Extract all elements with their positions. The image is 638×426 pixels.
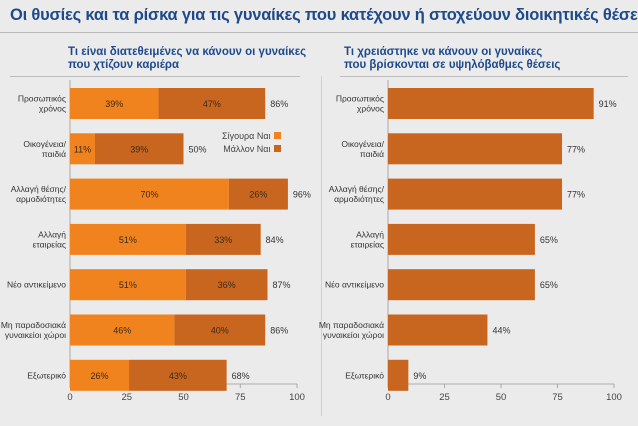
legend-label-probably-yes: Μάλλον Ναι <box>223 143 271 154</box>
right-category-label-6: Εξωτερικό <box>345 370 384 380</box>
left-total-label-1: 50% <box>189 144 207 154</box>
left-x-tick-label-1: 25 <box>121 392 132 403</box>
left-bar-label-0-series-1: 47% <box>203 99 221 109</box>
left-bar-label-5-series-1: 40% <box>211 326 229 336</box>
left-total-label-4: 87% <box>272 280 290 290</box>
right-x-tick-label-1: 25 <box>439 392 450 403</box>
right-category-label-0: Προσωπικός χρόνος <box>336 94 384 114</box>
left-category-label-5: Μη παραδοσιακά γυναικείοι χώροι <box>1 320 66 340</box>
right-bar-2 <box>388 178 563 210</box>
right-bar-4 <box>388 269 535 301</box>
right-bar-label-0: 91% <box>599 99 617 109</box>
right-bar-1 <box>388 133 563 165</box>
left-total-label-6: 68% <box>232 371 250 381</box>
right-bar-3 <box>388 223 535 255</box>
left-bar-4-series-0 <box>70 269 186 301</box>
right-subtitle-line-1: Τι χρειάστηκε να κάνουν οι γυναίκες <box>344 46 543 58</box>
left-category-label-2: Αλλαγή θέσης/αρμοδιότητες <box>11 184 67 204</box>
legend-item-definitely-yes: Σίγουρα Ναι <box>222 129 281 142</box>
left-bar-4-series-1 <box>185 269 268 301</box>
left-bar-0-series-1 <box>158 88 266 119</box>
left-bar-2-series-1 <box>228 178 288 210</box>
right-x-tick-label-0: 0 <box>385 392 390 403</box>
left-subtitle-rule <box>10 76 300 77</box>
legend-swatch-definitely-yes <box>273 132 281 139</box>
left-bar-label-4-series-1: 36% <box>218 280 236 290</box>
left-total-label-3: 84% <box>266 235 284 245</box>
right-chart-subtitle: Τι χρειάστηκε να κάνουν οι γυναίκες που … <box>344 46 560 72</box>
left-bar-label-6-series-1: 43% <box>169 371 187 381</box>
right-category-label-3: Αλλαγή εταιρείας <box>351 229 385 249</box>
left-bar-5-series-1 <box>174 314 266 346</box>
right-bar-6 <box>388 359 409 391</box>
right-subtitle-line-2: που βρίσκονται σε υψηλόβαθμες θέσεις <box>344 59 561 71</box>
right-bar-label-2: 77% <box>567 190 585 200</box>
left-category-label-3: Αλλαγή εταιρείας <box>33 229 67 249</box>
left-category-label-0: Προσωπικός χρόνος <box>18 94 66 114</box>
left-bar-1-series-1 <box>94 133 184 165</box>
left-bar-label-4-series-0: 51% <box>119 280 137 290</box>
right-x-tick-label-3: 75 <box>552 392 563 403</box>
left-bar-label-1-series-1: 39% <box>130 144 148 154</box>
left-bar-6-series-1 <box>129 359 227 391</box>
left-bar-label-2-series-0: 70% <box>140 190 158 200</box>
left-total-label-0: 86% <box>270 99 288 109</box>
right-bar-label-6: 9% <box>413 371 426 381</box>
panel-divider <box>321 76 322 416</box>
right-category-label-5: Μη παραδοσιακά γυναικείοι χώροι <box>319 320 384 340</box>
left-x-tick-label-4: 100 <box>289 392 305 403</box>
left-bar-label-3-series-1: 33% <box>214 235 232 245</box>
left-x-tick-label-0: 0 <box>67 392 72 403</box>
left-bar-6-series-0 <box>70 359 130 391</box>
legend-label-definitely-yes: Σίγουρα Ναι <box>222 130 271 141</box>
left-subtitle-line-2: που χτίζουν καριέρα <box>68 59 180 71</box>
right-x-tick-label-4: 100 <box>606 392 622 403</box>
left-bar-3-series-1 <box>185 223 261 255</box>
left-bar-label-5-series-0: 46% <box>113 326 131 336</box>
left-bar-label-3-series-0: 51% <box>119 235 137 245</box>
right-bar-label-5: 44% <box>492 326 510 336</box>
left-category-label-4: Νέο αντικείμενο <box>7 280 66 290</box>
right-category-label-1: Οικογένεια/παιδιά <box>341 139 384 159</box>
right-bar-label-4: 65% <box>540 280 558 290</box>
left-x-tick-label-2: 50 <box>178 392 189 403</box>
left-total-label-5: 86% <box>270 326 288 336</box>
left-category-label-6: Εξωτερικό <box>27 370 66 380</box>
left-chart-subtitle: Τι είναι διατεθειμένες να κάνουν οι γυνα… <box>68 46 306 72</box>
left-bar-label-6-series-0: 26% <box>91 371 109 381</box>
legend-swatch-probably-yes <box>273 145 281 152</box>
right-x-tick-label-2: 50 <box>496 392 507 403</box>
left-bar-label-1-series-0: 11% <box>74 144 91 154</box>
left-bar-2-series-0 <box>70 178 229 210</box>
left-bar-0-series-0 <box>70 88 159 119</box>
right-bar-label-3: 65% <box>540 235 558 245</box>
right-bar-label-1: 77% <box>567 144 585 154</box>
left-x-tick-label-3: 75 <box>235 392 246 403</box>
title-divider <box>0 32 638 33</box>
legend-item-probably-yes: Μάλλον Ναι <box>222 142 281 155</box>
right-bar-0 <box>388 88 594 119</box>
chart-title: Οι θυσίες και τα ρίσκα για τις γυναίκες … <box>10 6 638 24</box>
legend: Σίγουρα Ναι Μάλλον Ναι <box>222 129 281 155</box>
left-bar-5-series-0 <box>70 314 175 346</box>
right-category-label-2: Αλλαγή θέσης/αρμοδιότητες <box>329 184 385 204</box>
left-category-label-1: Οικογένεια/παιδιά <box>23 139 66 159</box>
left-subtitle-line-1: Τι είναι διατεθειμένες να κάνουν οι γυνα… <box>68 46 307 58</box>
right-bar-5 <box>388 314 488 346</box>
left-bar-1-series-0 <box>70 133 95 165</box>
right-category-label-4: Νέο αντικείμενο <box>325 280 384 290</box>
left-bar-label-2-series-1: 26% <box>249 190 267 200</box>
right-subtitle-rule <box>340 76 628 77</box>
left-total-label-2: 96% <box>293 190 311 200</box>
left-bar-label-0-series-0: 39% <box>105 99 123 109</box>
left-bar-3-series-0 <box>70 223 186 255</box>
